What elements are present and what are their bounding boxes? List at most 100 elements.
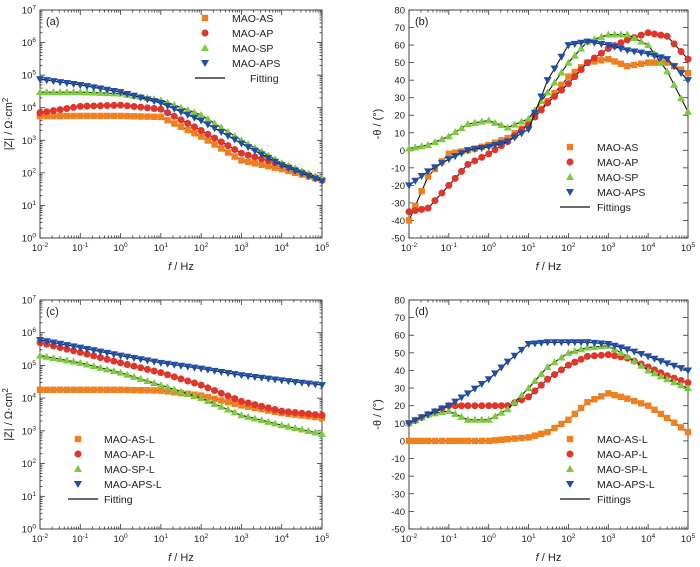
y-tick-label: 50 xyxy=(394,348,405,359)
legend-label: MAO-APS-L xyxy=(104,479,162,491)
data-point xyxy=(604,42,613,50)
data-point xyxy=(417,173,426,181)
data-point xyxy=(623,47,632,55)
data-point xyxy=(524,114,533,122)
data-point xyxy=(471,157,479,165)
legend: MAO-AS-L MAO-AP-L MAO-SP-L MAO-APS-L Fitting xyxy=(68,434,162,506)
data-point xyxy=(237,411,246,419)
x-tick-label: 104 xyxy=(275,242,290,254)
data-point xyxy=(550,339,559,347)
data-point xyxy=(478,437,485,445)
data-point xyxy=(663,375,672,383)
x-tick-label: 100 xyxy=(482,533,497,545)
data-point xyxy=(109,87,118,95)
data-point xyxy=(431,197,439,205)
data-point xyxy=(530,377,539,385)
data-point xyxy=(136,94,145,102)
legend-fit-label: Fitting xyxy=(104,494,133,506)
data-point xyxy=(311,175,320,183)
data-point xyxy=(637,31,645,39)
data-point xyxy=(304,172,313,180)
data-point xyxy=(503,123,512,131)
series-MAO-SP-L xyxy=(405,341,692,427)
data-point xyxy=(117,112,124,120)
legend-label: MAO-AS-L xyxy=(104,434,155,446)
data-point xyxy=(504,435,511,443)
data-point xyxy=(477,117,486,125)
data-point xyxy=(318,382,326,390)
y-tick-label: 20 xyxy=(394,401,405,412)
data-point xyxy=(291,409,299,417)
data-point xyxy=(437,135,446,143)
data-point xyxy=(311,428,320,436)
data-point xyxy=(564,361,572,369)
data-point xyxy=(525,393,533,401)
series-MAO-APS-L xyxy=(405,339,692,428)
data-point xyxy=(444,402,453,410)
data-point xyxy=(230,136,239,144)
data-point xyxy=(570,51,579,59)
data-point xyxy=(156,359,165,367)
data-point xyxy=(271,158,279,166)
data-point xyxy=(457,150,466,158)
data-point xyxy=(624,62,631,70)
data-point xyxy=(103,386,111,393)
data-point xyxy=(590,339,599,347)
data-point xyxy=(230,371,239,379)
data-point xyxy=(485,402,493,410)
data-point xyxy=(590,54,598,62)
data-point xyxy=(244,373,253,381)
legend-label: MAO-SP-L xyxy=(104,464,155,476)
data-point xyxy=(583,38,592,46)
x-tick-label: 103 xyxy=(234,242,249,254)
data-point xyxy=(244,158,252,166)
legend-label: MAO-APS xyxy=(597,187,645,199)
y-tick-label: 0 xyxy=(400,436,405,447)
data-point xyxy=(510,134,519,142)
data-point xyxy=(244,151,252,159)
data-point xyxy=(624,395,631,402)
series-MAO-AP xyxy=(405,29,692,216)
x-tick-label: 10-2 xyxy=(401,242,418,254)
x-tick-label: 100 xyxy=(113,533,128,545)
data-point xyxy=(430,138,439,146)
data-point xyxy=(517,117,526,125)
data-point xyxy=(144,387,151,394)
data-point xyxy=(530,340,539,348)
data-point xyxy=(150,98,159,106)
data-point xyxy=(424,437,432,445)
data-point xyxy=(537,106,545,114)
data-point xyxy=(590,39,599,47)
x-tick-label: 10-2 xyxy=(32,242,49,254)
data-point xyxy=(670,63,679,71)
data-point xyxy=(96,354,104,362)
data-point xyxy=(543,88,552,96)
data-point xyxy=(677,376,685,384)
data-point xyxy=(616,45,625,53)
data-point xyxy=(56,340,65,348)
panel-label: (b) xyxy=(415,16,428,28)
data-point xyxy=(605,390,612,397)
data-point xyxy=(76,344,85,352)
data-point xyxy=(644,353,653,361)
data-point xyxy=(637,361,646,369)
data-point xyxy=(677,381,686,389)
data-point xyxy=(244,399,252,407)
data-point xyxy=(90,352,98,360)
data-point xyxy=(511,435,518,442)
data-point xyxy=(637,49,646,57)
data-point xyxy=(557,86,565,94)
y-axis-label: |Z| / Ω·cm2 xyxy=(1,97,15,150)
data-point xyxy=(203,115,212,123)
data-point xyxy=(203,396,212,404)
data-point xyxy=(237,149,245,157)
data-point xyxy=(190,114,199,122)
y-tick-label: 20 xyxy=(394,111,405,122)
data-point xyxy=(297,379,306,387)
data-point xyxy=(630,357,639,365)
data-point xyxy=(90,112,97,120)
y-tick-label: 30 xyxy=(394,93,405,104)
data-point xyxy=(571,410,578,418)
y-tick-label: 101 xyxy=(22,200,37,212)
data-point xyxy=(597,351,605,359)
